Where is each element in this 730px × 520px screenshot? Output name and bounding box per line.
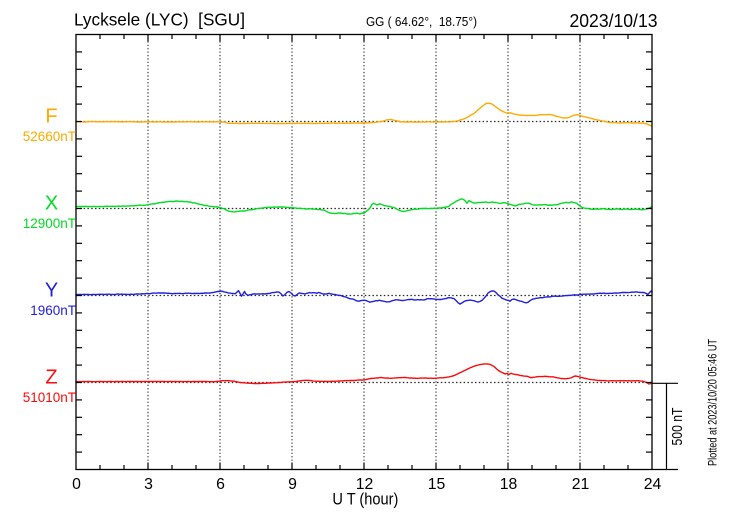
svg-text:0: 0 xyxy=(72,476,81,493)
svg-text:15: 15 xyxy=(428,476,446,493)
svg-text:X: X xyxy=(45,193,58,215)
svg-text:GG ( 64.62°, 18.75°): GG ( 64.62°, 18.75°) xyxy=(366,14,477,29)
svg-text:12900nT: 12900nT xyxy=(23,216,76,231)
svg-text:1960nT: 1960nT xyxy=(30,303,76,318)
svg-text:21: 21 xyxy=(572,476,590,493)
svg-text:Y: Y xyxy=(45,280,58,302)
svg-text:Z: Z xyxy=(45,367,57,389)
svg-text:U T (hour): U T (hour) xyxy=(332,491,398,509)
svg-text:3: 3 xyxy=(144,476,153,493)
svg-text:52660nT: 52660nT xyxy=(23,129,76,144)
svg-text:18: 18 xyxy=(500,476,518,493)
svg-text:6: 6 xyxy=(216,476,225,493)
svg-text:2023/10/13: 2023/10/13 xyxy=(570,10,658,31)
svg-text:F: F xyxy=(45,106,57,128)
svg-text:12: 12 xyxy=(356,476,374,493)
svg-text:500 nT: 500 nT xyxy=(670,407,686,445)
svg-text:Lycksele (LYC) [SGU]: Lycksele (LYC) [SGU] xyxy=(74,10,245,30)
svg-text:24: 24 xyxy=(644,476,662,493)
svg-text:51010nT: 51010nT xyxy=(23,390,76,405)
svg-text:Plotted at 2023/10/20 05:46 UT: Plotted at 2023/10/20 05:46 UT xyxy=(708,339,720,466)
svg-text:9: 9 xyxy=(288,476,297,493)
